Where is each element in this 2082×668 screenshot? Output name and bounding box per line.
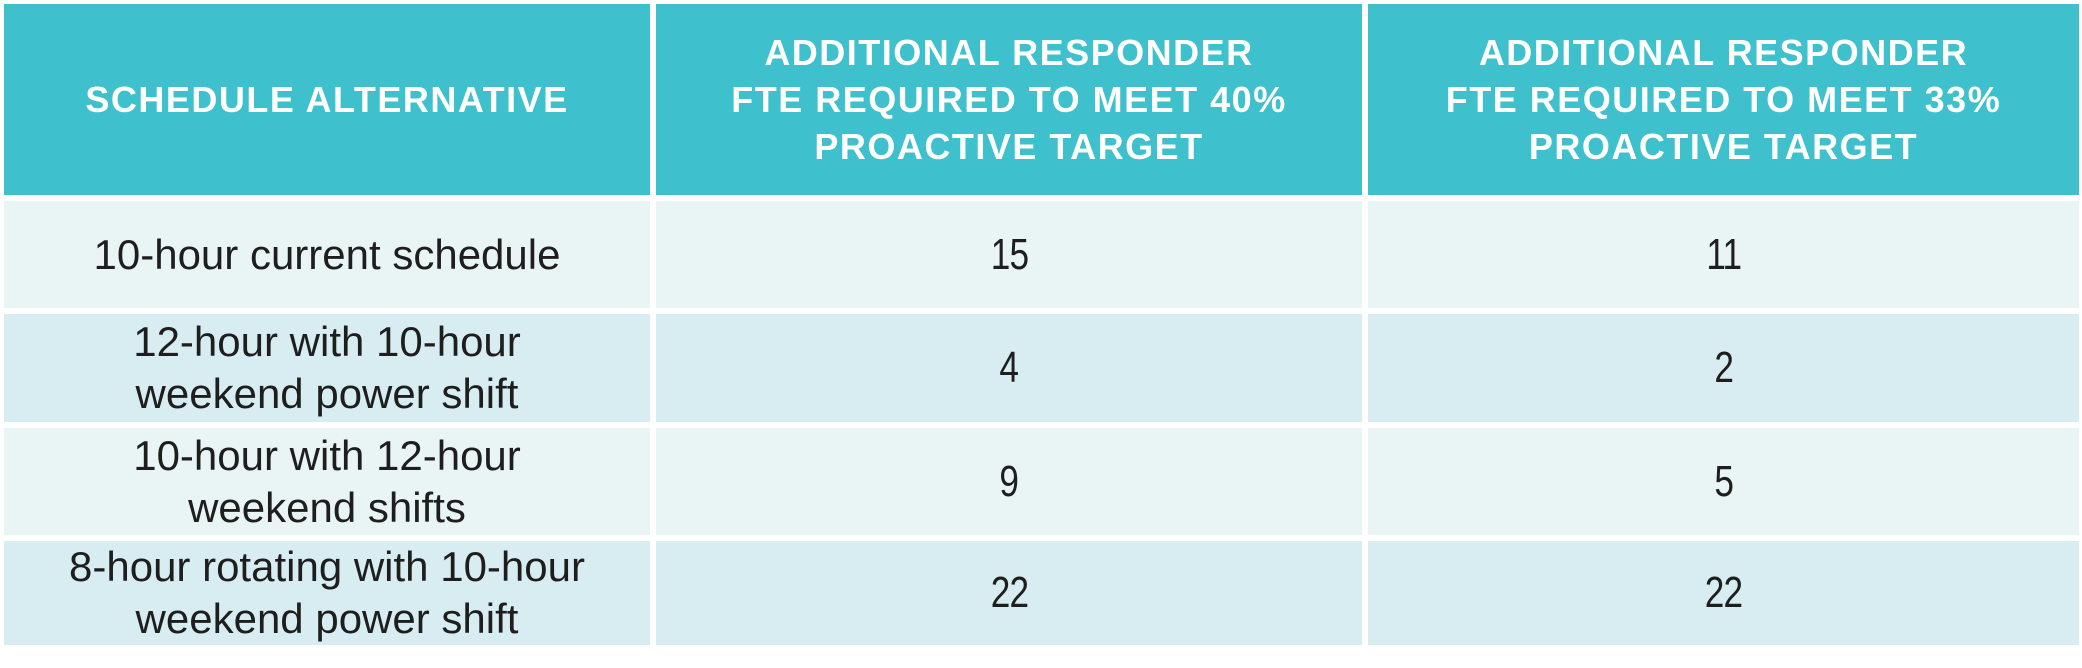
table-row-4-schedule-label: 8-hour rotating with 10-hour weekend pow… xyxy=(4,541,650,645)
table-row-4-fte-33-value: 22 xyxy=(1368,541,2079,645)
table-row-2-schedule-label: 12-hour with 10-hour weekend power shift xyxy=(4,314,650,422)
header-line: FTE REQUIRED TO MEET 33% xyxy=(1445,79,2002,120)
table-row-2-fte-33-value: 2 xyxy=(1368,314,2079,422)
schedule-label-line: weekend power shift xyxy=(135,370,519,417)
schedule-label-line: weekend shifts xyxy=(188,483,466,531)
table-row-3-fte-33-value: 5 xyxy=(1368,428,2079,535)
table-row-2-fte-40-value: 4 xyxy=(656,314,1362,422)
column-header-fte-40-percent: ADDITIONAL RESPONDER FTE REQUIRED TO MEE… xyxy=(656,4,1362,195)
fte-40-value: 22 xyxy=(990,568,1028,617)
column-header-schedule-alternative: SCHEDULE ALTERNATIVE xyxy=(4,4,650,195)
header-line: ADDITIONAL RESPONDER xyxy=(1478,32,1969,73)
fte-40-value: 4 xyxy=(999,343,1020,392)
table-row-1-fte-40-value: 15 xyxy=(656,201,1362,308)
fte-33-value: 5 xyxy=(1714,456,1734,506)
header-line: ADDITIONAL RESPONDER xyxy=(764,32,1254,73)
fte-40-value: 9 xyxy=(999,456,1020,506)
table-row-1-fte-33-value: 11 xyxy=(1368,201,2079,308)
column-header-fte-33-percent: ADDITIONAL RESPONDER FTE REQUIRED TO MEE… xyxy=(1368,4,2079,195)
header-line: FTE REQUIRED TO MEET 40% xyxy=(731,79,1287,120)
schedule-label-line: weekend power shift xyxy=(135,595,519,642)
schedule-label-line: 10-hour with 12-hour xyxy=(133,431,521,479)
schedule-fte-table: SCHEDULE ALTERNATIVE ADDITIONAL RESPONDE… xyxy=(4,4,2079,645)
schedule-label-line: 10-hour current schedule xyxy=(93,230,561,278)
fte-33-value: 11 xyxy=(1706,229,1742,279)
table-row-3-schedule-label: 10-hour with 12-hour weekend shifts xyxy=(4,428,650,535)
schedule-label-line: 8-hour rotating with 10-hour xyxy=(69,543,585,590)
fte-40-value: 15 xyxy=(990,229,1028,279)
fte-33-value: 2 xyxy=(1714,343,1734,392)
header-line: PROACTIVE TARGET xyxy=(1528,126,1919,167)
table-row-1-schedule-label: 10-hour current schedule xyxy=(4,201,650,308)
fte-33-value: 22 xyxy=(1704,568,1743,617)
schedule-label-line: 12-hour with 10-hour xyxy=(133,318,521,365)
table-row-4-fte-40-value: 22 xyxy=(656,541,1362,645)
header-line: SCHEDULE ALTERNATIVE xyxy=(85,79,569,120)
table-row-3-fte-40-value: 9 xyxy=(656,428,1362,535)
header-line: PROACTIVE TARGET xyxy=(814,126,1204,167)
